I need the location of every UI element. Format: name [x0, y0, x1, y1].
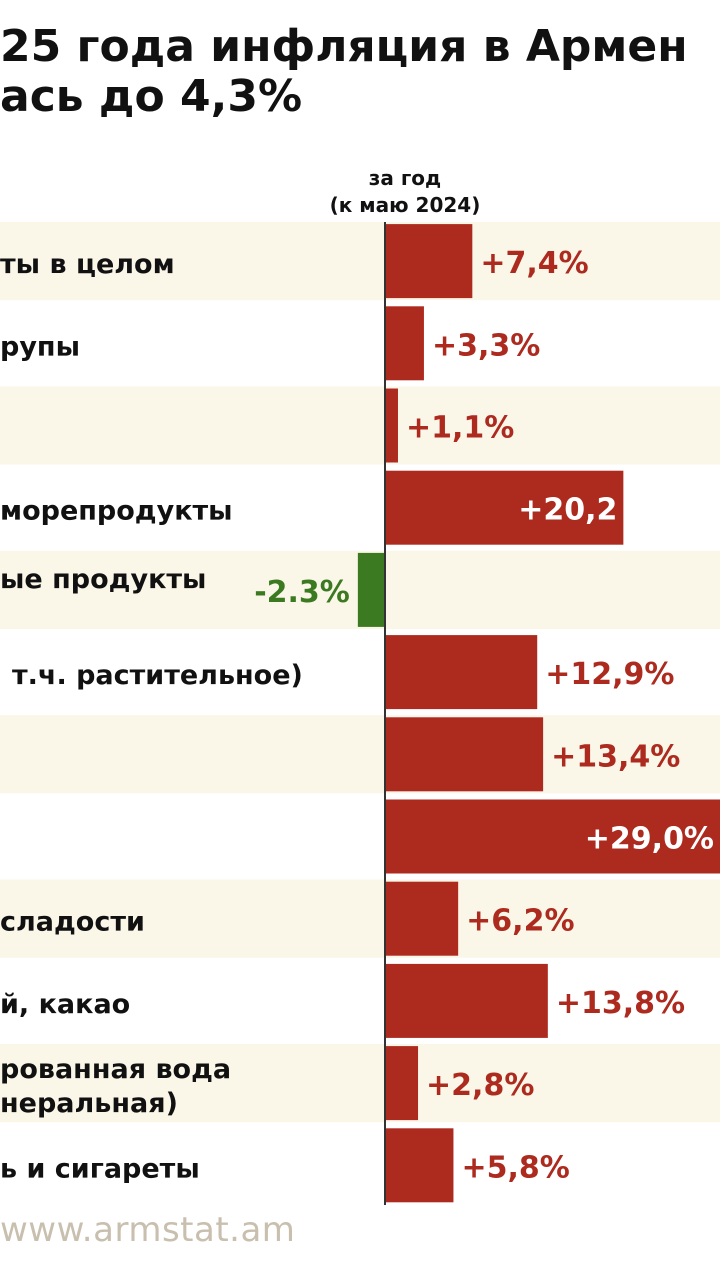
value-label: +13,4% — [551, 739, 680, 774]
bar — [385, 306, 424, 381]
period-label-line-1: за год — [368, 166, 442, 190]
category-label: й, какао — [0, 989, 130, 1020]
bar — [385, 635, 538, 710]
category-label: рупы — [0, 331, 80, 362]
bar — [385, 881, 459, 956]
value-label: +12,9% — [545, 657, 674, 692]
chart-title: 25 года инфляция в Армен ась до 4,3% — [0, 22, 720, 122]
title-line-1: 25 года инфляция в Армен — [0, 22, 688, 72]
category-label: рованная вода — [0, 1054, 231, 1085]
bar — [385, 799, 720, 874]
value-label: -2.3% — [254, 575, 350, 610]
category-label: сладости — [0, 907, 145, 938]
value-label: +7,4% — [480, 246, 588, 281]
category-label: морепродукты — [0, 496, 233, 527]
category-label: ые продукты — [0, 564, 206, 595]
category-label: т.ч. растительное) — [12, 660, 303, 691]
source-url[interactable]: www.armstat.am — [0, 1210, 296, 1250]
bar — [385, 470, 624, 545]
bar — [385, 1128, 454, 1203]
value-label: +6,2% — [466, 904, 574, 939]
value-label: +5,8% — [461, 1150, 569, 1185]
category-label: неральная) — [0, 1088, 178, 1119]
row-band — [0, 386, 720, 465]
category-label: ь и сигареты — [0, 1153, 200, 1184]
row-band — [0, 1044, 720, 1123]
bar — [385, 717, 544, 792]
row-band — [0, 879, 720, 958]
value-label: +13,8% — [556, 986, 685, 1021]
bar — [385, 388, 398, 463]
category-label: ты в целом — [0, 249, 175, 280]
row-band — [0, 222, 720, 301]
period-label-line-2: (к маю 2024) — [329, 193, 481, 217]
period-label: за год (к маю 2024) — [290, 165, 520, 219]
value-label: +2,8% — [426, 1068, 534, 1103]
bar — [385, 1046, 419, 1121]
value-label: +1,1% — [406, 411, 514, 446]
row-band — [0, 715, 720, 794]
bar — [385, 963, 548, 1038]
title-line-2: ась до 4,3% — [0, 71, 303, 122]
value-label: +3,3% — [432, 328, 540, 363]
value-label: +20,2 — [518, 493, 617, 528]
bar — [385, 224, 473, 299]
value-label: +29,0% — [585, 822, 714, 857]
bar — [357, 552, 385, 627]
